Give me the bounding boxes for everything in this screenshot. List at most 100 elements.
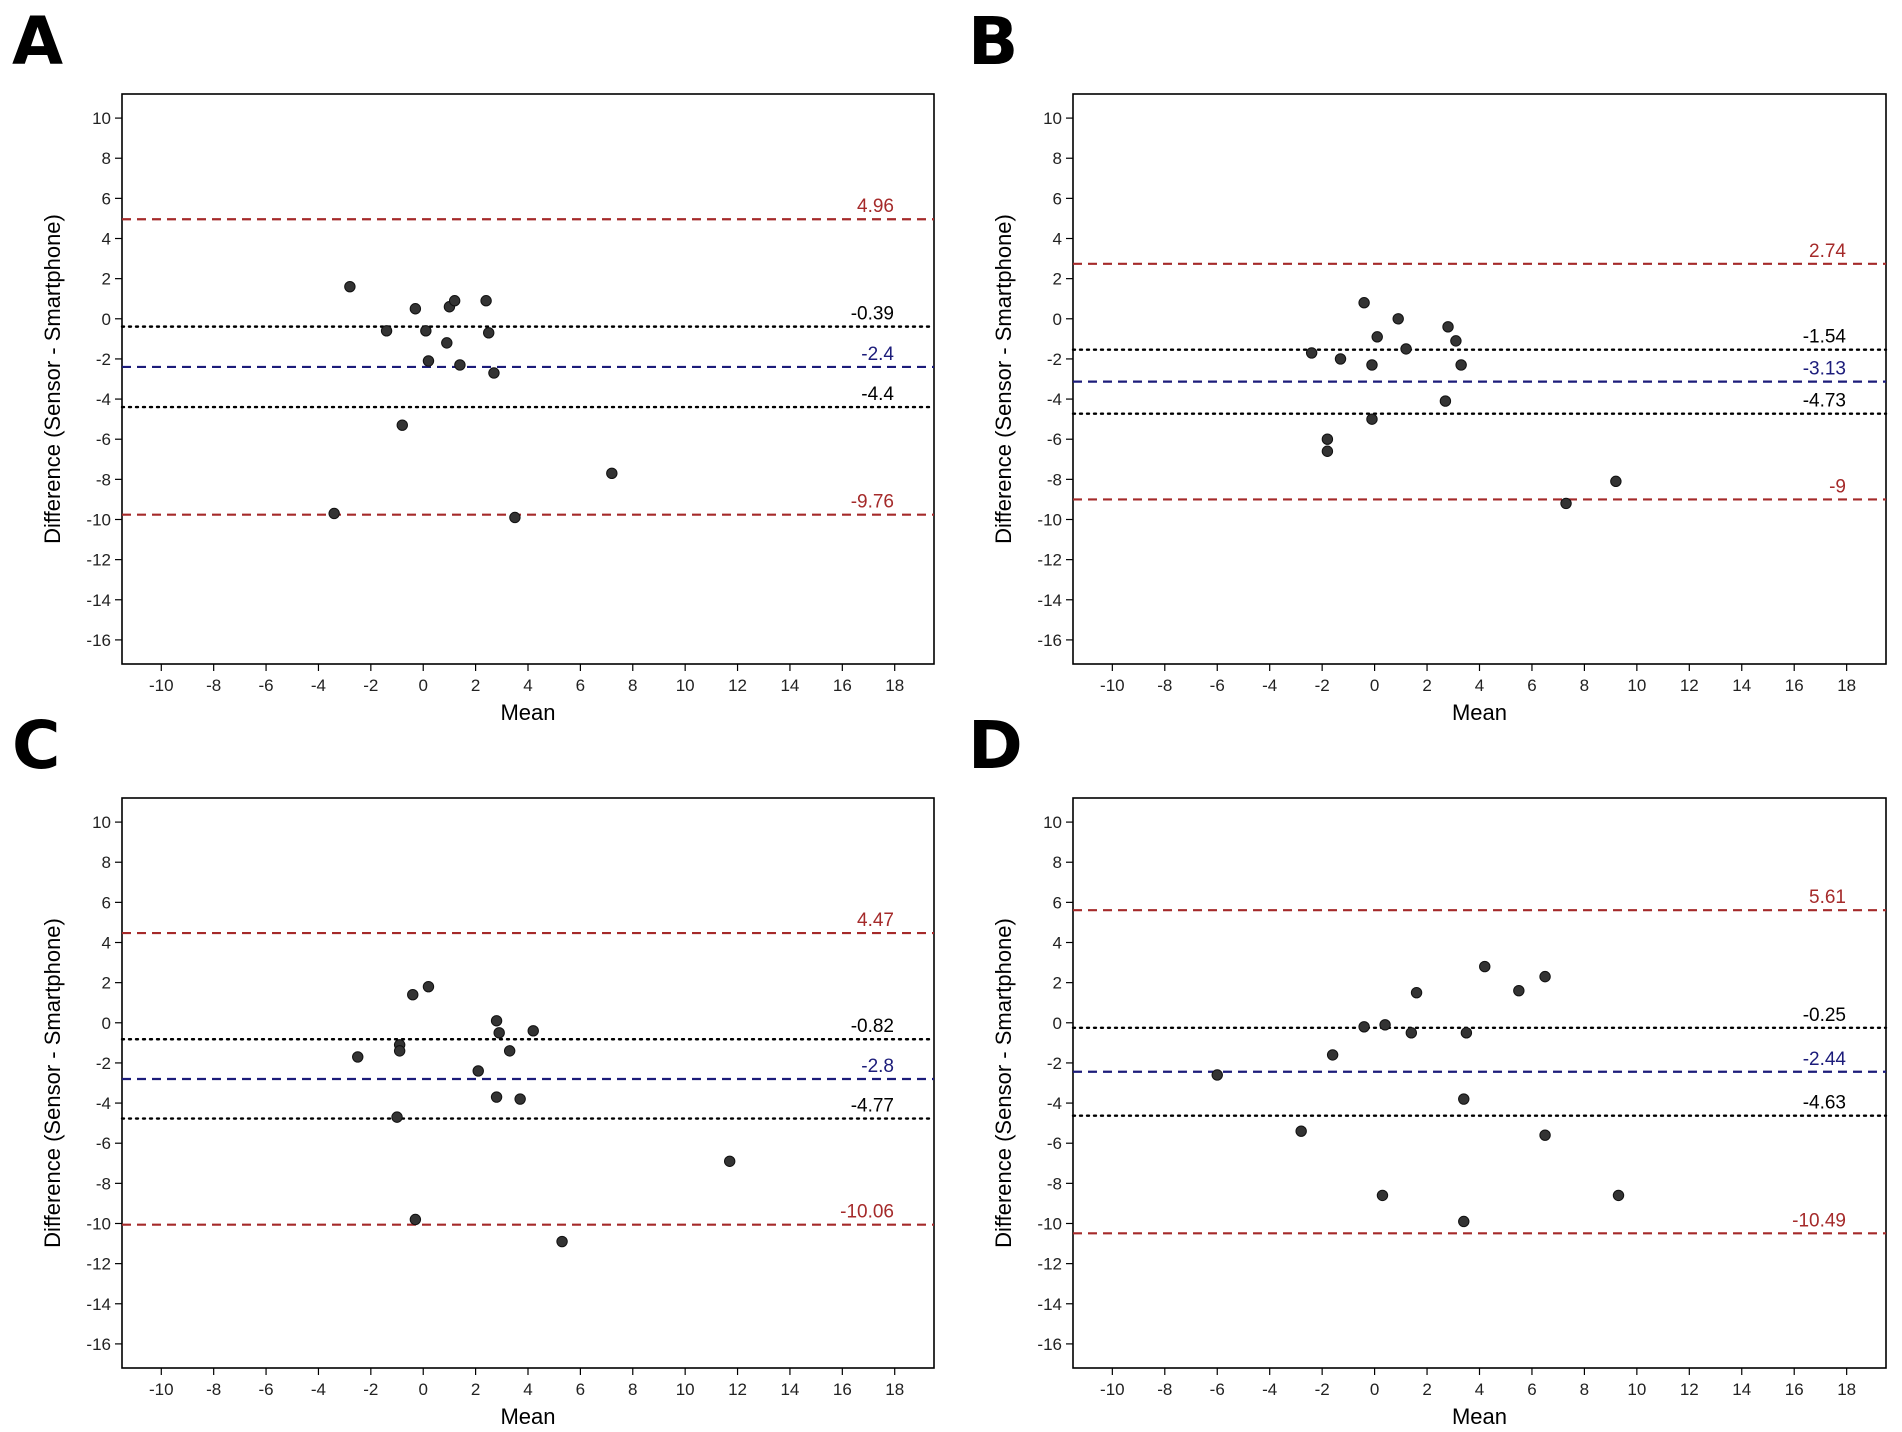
x-tick-label: 12 <box>1680 676 1699 695</box>
y-tick-label: -14 <box>1037 591 1062 610</box>
bias-label: -3.13 <box>1803 359 1846 380</box>
y-tick-label: -12 <box>86 1255 111 1274</box>
data-point <box>344 280 356 293</box>
y-tick-label: 4 <box>102 230 111 249</box>
x-tick-label: -4 <box>311 1380 326 1399</box>
x-tick-label: 10 <box>676 676 695 695</box>
y-tick-label: -4 <box>1047 1094 1062 1113</box>
data-point <box>1458 1215 1470 1228</box>
data-point <box>1539 1129 1551 1141</box>
y-tick-label: 10 <box>92 813 111 832</box>
plot-frame <box>1072 93 1887 665</box>
x-tick-label: -8 <box>1157 676 1172 695</box>
y-tick-label: 10 <box>92 109 111 128</box>
data-point <box>1513 984 1525 997</box>
y-tick-label: -10 <box>1037 1214 1062 1233</box>
data-point <box>380 325 393 337</box>
x-tick-label: -2 <box>1315 1380 1330 1399</box>
data-point <box>1371 331 1383 343</box>
data-point <box>396 419 408 431</box>
lower-loa-label: -9.76 <box>851 492 894 513</box>
x-tick-label: 18 <box>1837 676 1856 695</box>
x-axis-label: Mean <box>500 700 555 725</box>
y-axis-label: Difference (Sensor - Smartphone) <box>991 918 1016 1248</box>
upper-loa-label: 4.96 <box>857 196 894 217</box>
x-tick-label: 0 <box>418 1380 427 1399</box>
x-tick-label: 6 <box>576 676 585 695</box>
x-tick-label: -4 <box>1262 1380 1277 1399</box>
data-point <box>1455 359 1467 371</box>
data-point <box>1410 986 1423 999</box>
y-tick-label: -16 <box>86 631 111 650</box>
y-tick-label: 0 <box>102 310 111 329</box>
data-point <box>1326 1049 1339 1061</box>
x-tick-label: 2 <box>471 676 480 695</box>
x-tick-label: 8 <box>628 1380 637 1399</box>
y-tick-label: 10 <box>1043 109 1062 128</box>
y-tick-label: -6 <box>96 430 111 449</box>
upper-ci-label: -1.54 <box>1803 327 1847 348</box>
y-tick-label: 2 <box>102 270 111 289</box>
data-point <box>723 1155 736 1167</box>
y-tick-label: -12 <box>1037 1255 1062 1274</box>
x-tick-label: 4 <box>523 676 532 695</box>
x-tick-label: -8 <box>206 676 221 695</box>
x-tick-label: 10 <box>1627 1380 1646 1399</box>
y-axis-label: Difference (Sensor - Smartphone) <box>40 214 65 544</box>
plot-frame <box>121 797 935 1369</box>
data-point <box>1392 313 1404 325</box>
x-tick-label: -2 <box>363 676 378 695</box>
y-tick-label: -12 <box>1037 551 1062 570</box>
data-point <box>490 1015 503 1027</box>
y-tick-label: 10 <box>1043 813 1062 832</box>
x-tick-label: 4 <box>1475 1380 1484 1399</box>
y-tick-label: 6 <box>102 893 111 912</box>
y-tick-label: 0 <box>1053 1014 1062 1033</box>
x-tick-label: 8 <box>1580 1380 1589 1399</box>
y-tick-label: 8 <box>1053 853 1062 872</box>
y-tick-label: -2 <box>1047 350 1062 369</box>
lower-ci-label: -4.4 <box>861 384 894 405</box>
x-tick-label: 0 <box>418 676 427 695</box>
x-tick-label: -6 <box>1210 676 1225 695</box>
data-point <box>1460 1027 1473 1039</box>
x-tick-label: -4 <box>1262 676 1277 695</box>
x-tick-label: -8 <box>206 1380 221 1399</box>
y-tick-label: 0 <box>102 1014 111 1033</box>
data-point <box>1334 353 1347 365</box>
lower-ci-label: -4.77 <box>851 1096 894 1117</box>
data-point <box>483 327 495 339</box>
x-tick-label: -10 <box>149 1380 174 1399</box>
y-tick-label: -4 <box>1047 390 1062 409</box>
data-point <box>352 1051 364 1063</box>
data-point <box>503 1045 516 1057</box>
data-point <box>490 1091 503 1103</box>
y-tick-label: 2 <box>1053 974 1062 993</box>
x-tick-label: 16 <box>1785 1380 1804 1399</box>
x-tick-label: 18 <box>885 676 904 695</box>
y-tick-label: -16 <box>1037 1335 1062 1354</box>
y-tick-label: -6 <box>96 1134 111 1153</box>
y-tick-label: -16 <box>1037 631 1062 650</box>
y-tick-label: -12 <box>86 551 111 570</box>
y-tick-label: -8 <box>1047 470 1062 489</box>
data-point <box>488 367 500 379</box>
data-point <box>407 988 419 1001</box>
x-axis-label: Mean <box>500 1404 555 1429</box>
data-point <box>606 467 618 480</box>
y-tick-label: 8 <box>102 149 111 168</box>
y-tick-label: -10 <box>1037 510 1062 529</box>
x-tick-label: -6 <box>1210 1380 1225 1399</box>
x-tick-label: 14 <box>1732 1380 1751 1399</box>
data-point <box>1305 347 1318 359</box>
y-tick-label: -10 <box>86 1214 111 1233</box>
x-tick-label: 14 <box>1732 676 1751 695</box>
data-point <box>391 1111 403 1123</box>
x-tick-label: -2 <box>1315 676 1330 695</box>
panel-letter: C <box>12 707 60 784</box>
upper-loa-label: 2.74 <box>1809 241 1846 262</box>
y-tick-label: -14 <box>86 1295 111 1314</box>
y-tick-label: -16 <box>86 1335 111 1354</box>
chart-panel-b: B 10 8 6 4 2 0 -2 -4 -6 -8 -10 -12 -14 -16 -10 -8 -6 -4 -2 0… <box>968 3 1888 725</box>
